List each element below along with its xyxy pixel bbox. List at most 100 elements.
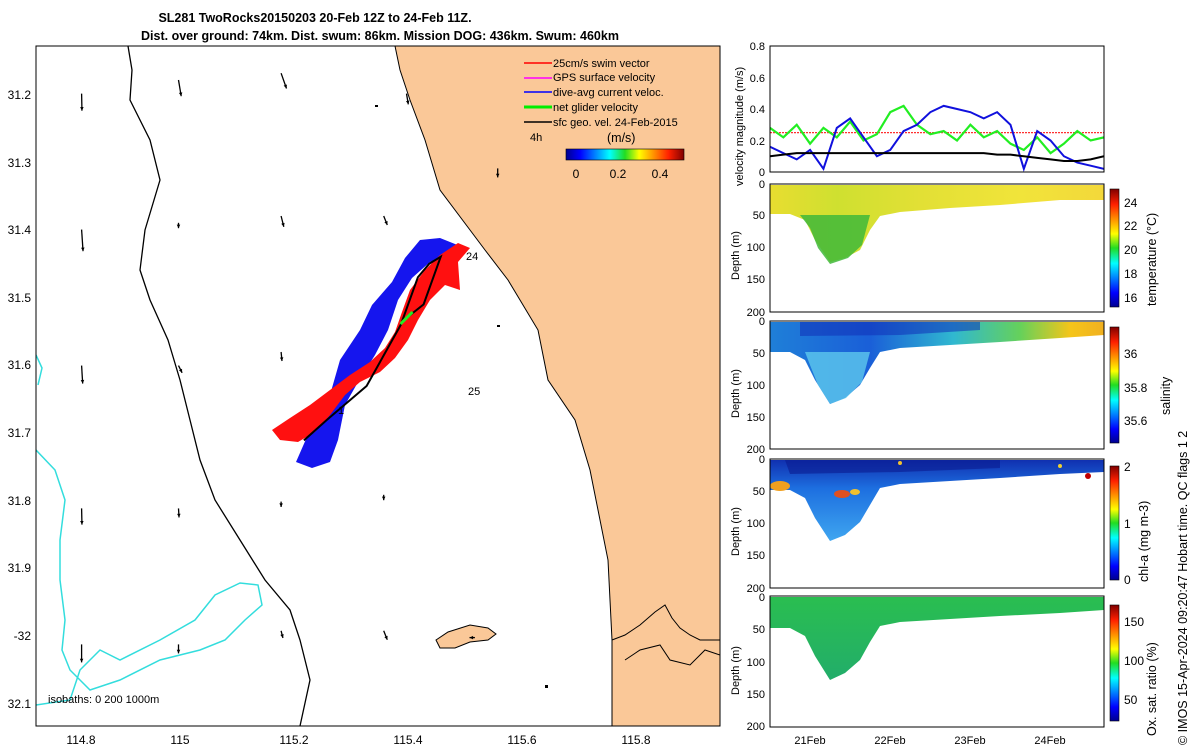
- glider-track-layer: [272, 238, 470, 468]
- temp-cb-label: temperature (°C): [1145, 213, 1159, 306]
- geo-vector-head: [279, 503, 283, 507]
- oxygen-colorbar: [1109, 604, 1120, 722]
- x-tick-115.4: 115.4: [393, 733, 422, 747]
- y-tick-32: -32: [14, 629, 32, 643]
- geo-vector-head: [80, 379, 85, 384]
- chl-depth-200: 200: [747, 583, 765, 595]
- temperature-panel: 0 50 100 150 200 Depth (m) 24 22 20 18 1…: [730, 179, 1159, 319]
- x-tick-23feb: 23Feb: [954, 735, 985, 747]
- chl-cb-2: 2: [1124, 460, 1131, 474]
- x-tick-114.8: 114.8: [66, 733, 95, 747]
- temp-depth-0: 0: [759, 179, 765, 191]
- day-label-1: 1: [338, 405, 344, 417]
- chl-depth-100: 100: [747, 518, 765, 530]
- velocity-lines: [770, 104, 1104, 172]
- coastline-detail: [611, 604, 720, 641]
- sal-depth-100: 100: [747, 380, 765, 392]
- x-tick-22feb: 22Feb: [874, 735, 905, 747]
- sal-depth-50: 50: [753, 348, 765, 360]
- geo-vector: [80, 229, 84, 252]
- velocity-frame: [769, 45, 1105, 173]
- geo-vector-head: [80, 107, 84, 111]
- geo-vector-head: [280, 634, 284, 638]
- speed-colorbar: [565, 148, 685, 161]
- geo-vector-head: [283, 84, 287, 89]
- chla-frame: [769, 458, 1105, 589]
- glider-track-line: [303, 254, 443, 442]
- vel-tick-0.2: 0.2: [750, 136, 765, 148]
- salinity-frame: [769, 320, 1105, 450]
- ox-depth-50: 50: [753, 624, 765, 636]
- geo-vector-head: [176, 224, 181, 229]
- sal-cb-35.8: 35.8: [1124, 381, 1148, 395]
- chla-hotspot-mark: [1085, 473, 1091, 479]
- oxygen-panel: 0 50 100 150 200 Depth (m) 150 100 50 Ox…: [730, 592, 1159, 747]
- velocity-panel: 0.8 0.6 0.4 0.2 0 velocity magnitude (m/…: [734, 41, 1105, 186]
- estuary-outline: [624, 644, 720, 666]
- vel-tick-0.8: 0.8: [750, 41, 765, 53]
- geo-vector-head: [178, 368, 183, 373]
- chla-hotspot: [770, 461, 1091, 498]
- salinity-surface-layer: [800, 322, 980, 336]
- legend-net: net glider velocity: [553, 102, 638, 114]
- y-tick-31.8: 31.8: [8, 494, 32, 508]
- geo-vector-head: [281, 222, 285, 227]
- day-label-25: 25: [468, 386, 480, 398]
- chl-depth-150: 150: [747, 550, 765, 562]
- geo-vector-head: [79, 658, 84, 663]
- x-tick-24feb: 24Feb: [1034, 735, 1065, 747]
- geo-vector-head: [405, 100, 410, 105]
- isobath-1000m-west: [36, 354, 43, 386]
- temp-depth-50: 50: [753, 210, 765, 222]
- oxygen-section: [770, 597, 1104, 680]
- islet: [545, 685, 548, 688]
- geo-vector-head: [177, 513, 181, 518]
- isobath-1000m: [36, 449, 263, 706]
- temp-depth-100: 100: [747, 242, 765, 254]
- geo-vector-head: [495, 173, 500, 178]
- temp-ylabel: Depth (m): [730, 231, 742, 280]
- geo-vector-head: [80, 520, 84, 525]
- isobath-label: isobaths: 0 200 1000m: [48, 694, 159, 706]
- temp-cb-20: 20: [1124, 243, 1138, 257]
- chl-ylabel: Depth (m): [730, 507, 742, 556]
- sal-cb-36: 36: [1124, 347, 1138, 361]
- vel-tick-0: 0: [759, 167, 765, 179]
- geo-vector-head: [469, 635, 474, 640]
- chl-cb-label: chl-a (mg m-3): [1137, 501, 1151, 582]
- colorbar-tick-2: 0.4: [652, 167, 669, 181]
- y-tick-31.2: 31.2: [8, 88, 32, 102]
- islet: [375, 105, 378, 107]
- chla-hotspot-mark: [1058, 464, 1062, 468]
- geo-vector-head: [81, 247, 85, 252]
- sal-cb-35.6: 35.6: [1124, 414, 1148, 428]
- legend-swim: 25cm/s swim vector: [553, 58, 650, 70]
- chla-hotspot-mark: [898, 461, 902, 465]
- x-tick-21feb: 21Feb: [794, 735, 825, 747]
- sal-ylabel: Depth (m): [730, 369, 742, 418]
- chl-cb-0: 0: [1124, 573, 1131, 587]
- geo-vector-head: [384, 635, 388, 640]
- y-tick-31.9: 31.9: [8, 561, 32, 575]
- temperature-deep-layer: [800, 215, 870, 264]
- geo-vector-head: [178, 92, 183, 97]
- x-tick-115.6: 115.6: [507, 733, 536, 747]
- chla-hotspot-mark: [834, 490, 850, 498]
- chla-hotspot-mark: [850, 489, 860, 495]
- temperature-colorbar: [1109, 188, 1120, 308]
- credit-text: © IMOS 15-Apr-2024 09:20:47 Hobart time.…: [1176, 431, 1190, 745]
- y-tick-32.1: 32.1: [8, 697, 32, 711]
- chl-depth-50: 50: [753, 486, 765, 498]
- ox-cb-100: 100: [1124, 654, 1144, 668]
- islet: [497, 325, 500, 327]
- geo-vector-head: [176, 649, 181, 654]
- chla-surface-layer: [785, 460, 1000, 474]
- ox-cb-50: 50: [1124, 693, 1138, 707]
- colorbar-tick-1: 0.2: [610, 167, 627, 181]
- map-frame: [35, 45, 721, 727]
- salinity-colorbar: [1109, 326, 1120, 444]
- ox-depth-150: 150: [747, 689, 765, 701]
- temp-cb-22: 22: [1124, 219, 1138, 233]
- salinity-panel: 0 50 100 150 200 Depth (m) 36 35.8 35.6 …: [730, 316, 1173, 456]
